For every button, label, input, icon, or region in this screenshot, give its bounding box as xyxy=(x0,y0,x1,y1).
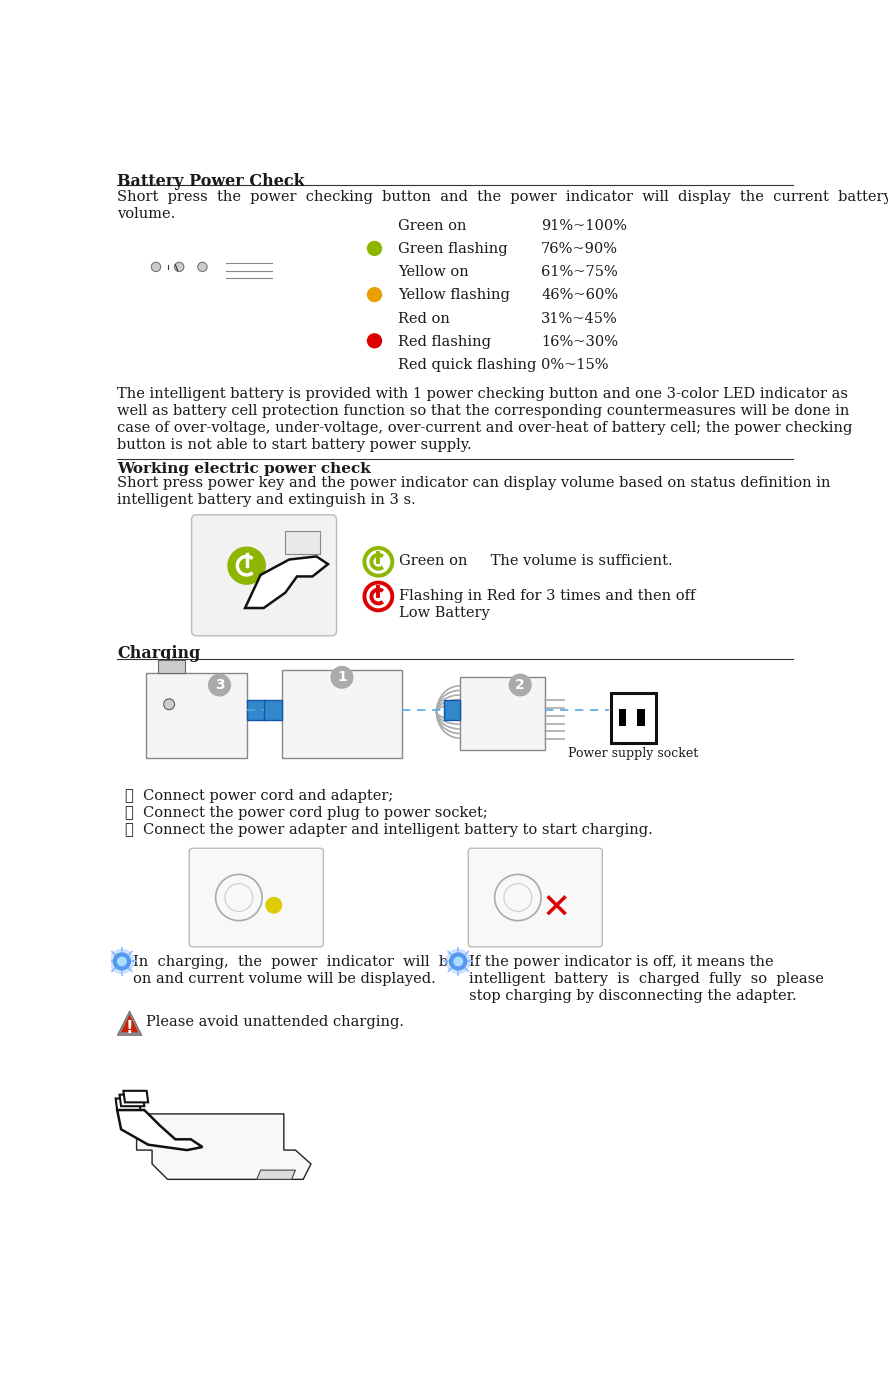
Text: Green on: Green on xyxy=(398,220,466,234)
Text: Short  press  the  power  checking  button  and  the  power  indicator  will  di: Short press the power checking button an… xyxy=(117,190,888,204)
Text: Low Battery: Low Battery xyxy=(399,606,489,620)
Text: ③  Connect the power adapter and intelligent battery to start charging.: ③ Connect the power adapter and intellig… xyxy=(125,823,653,837)
Text: Please avoid unattended charging.: Please avoid unattended charging. xyxy=(146,1015,404,1030)
Text: 76%~90%: 76%~90% xyxy=(541,242,618,256)
Circle shape xyxy=(175,263,184,271)
Text: intelligent battery and extinguish in 3 s.: intelligent battery and extinguish in 3 … xyxy=(117,493,416,507)
Circle shape xyxy=(447,949,470,973)
Circle shape xyxy=(454,958,463,966)
Polygon shape xyxy=(120,1095,145,1106)
Text: Flashing in Red for 3 times and then off: Flashing in Red for 3 times and then off xyxy=(399,589,695,603)
Text: Working electric power check: Working electric power check xyxy=(117,461,371,475)
Text: 31%~45%: 31%~45% xyxy=(541,311,618,325)
Text: 3: 3 xyxy=(215,678,225,692)
FancyBboxPatch shape xyxy=(285,531,321,555)
Text: ①  Connect power cord and adapter;: ① Connect power cord and adapter; xyxy=(125,790,393,803)
Text: Charging: Charging xyxy=(117,645,201,662)
Text: If the power indicator is off, it means the: If the power indicator is off, it means … xyxy=(469,955,773,969)
Text: The intelligent battery is provided with 1 power checking button and one 3-color: The intelligent battery is provided with… xyxy=(117,386,848,402)
Text: 2: 2 xyxy=(515,678,525,692)
Circle shape xyxy=(228,548,266,584)
Circle shape xyxy=(266,898,281,913)
Circle shape xyxy=(368,334,382,348)
Polygon shape xyxy=(117,1011,142,1036)
Circle shape xyxy=(151,263,161,271)
Text: 61%~75%: 61%~75% xyxy=(541,265,618,279)
Text: Yellow on: Yellow on xyxy=(398,265,469,279)
Circle shape xyxy=(510,674,531,696)
Text: button is not able to start battery power supply.: button is not able to start battery powe… xyxy=(117,438,472,452)
Polygon shape xyxy=(123,1091,148,1102)
FancyBboxPatch shape xyxy=(192,514,337,635)
Text: well as battery cell protection function so that the corresponding countermeasur: well as battery cell protection function… xyxy=(117,404,850,418)
Text: ②  Connect the power cord plug to power socket;: ② Connect the power cord plug to power s… xyxy=(125,806,488,820)
Text: Red flashing: Red flashing xyxy=(398,335,491,349)
Polygon shape xyxy=(115,1098,140,1111)
Text: Yellow flashing: Yellow flashing xyxy=(398,289,510,303)
FancyBboxPatch shape xyxy=(638,709,645,726)
Circle shape xyxy=(368,288,382,302)
Text: !: ! xyxy=(126,1019,133,1037)
Circle shape xyxy=(110,949,134,973)
Polygon shape xyxy=(444,701,460,720)
Circle shape xyxy=(449,954,467,970)
Text: intelligent  battery  is  charged  fully  so  please: intelligent battery is charged fully so … xyxy=(469,972,824,987)
Text: In  charging,  the  power  indicator  will  be: In charging, the power indicator will be xyxy=(132,955,456,969)
Polygon shape xyxy=(281,670,401,758)
Text: Red quick flashing: Red quick flashing xyxy=(398,357,536,371)
Text: Red on: Red on xyxy=(398,311,449,325)
Circle shape xyxy=(117,958,126,966)
Circle shape xyxy=(198,263,207,271)
Text: stop charging by disconnecting the adapter.: stop charging by disconnecting the adapt… xyxy=(469,990,797,1004)
FancyBboxPatch shape xyxy=(189,848,323,947)
FancyBboxPatch shape xyxy=(611,692,656,742)
Text: on and current volume will be displayed.: on and current volume will be displayed. xyxy=(132,972,435,987)
Text: case of over-voltage, under-voltage, over-current and over-heat of battery cell;: case of over-voltage, under-voltage, ove… xyxy=(117,421,852,435)
Text: Short press power key and the power indicator can display volume based on status: Short press power key and the power indi… xyxy=(117,477,830,491)
FancyBboxPatch shape xyxy=(619,709,626,726)
Circle shape xyxy=(368,242,382,256)
Text: 91%~100%: 91%~100% xyxy=(541,220,627,234)
Polygon shape xyxy=(257,1170,296,1179)
Text: Power supply socket: Power supply socket xyxy=(568,746,699,759)
Circle shape xyxy=(331,667,353,688)
Polygon shape xyxy=(137,1113,311,1179)
Text: Green flashing: Green flashing xyxy=(398,242,507,256)
Text: Green on     The volume is sufficient.: Green on The volume is sufficient. xyxy=(399,555,672,569)
Polygon shape xyxy=(265,701,281,720)
Polygon shape xyxy=(460,677,545,751)
Polygon shape xyxy=(117,1111,202,1150)
Text: volume.: volume. xyxy=(117,207,176,221)
Text: 0%~15%: 0%~15% xyxy=(541,357,608,371)
Polygon shape xyxy=(121,1015,139,1033)
Polygon shape xyxy=(146,674,247,758)
Polygon shape xyxy=(245,556,328,607)
Text: 1: 1 xyxy=(337,670,347,684)
Circle shape xyxy=(163,699,175,710)
Polygon shape xyxy=(247,701,266,720)
Text: 16%~30%: 16%~30% xyxy=(541,335,618,349)
FancyBboxPatch shape xyxy=(468,848,602,947)
Polygon shape xyxy=(157,660,185,674)
Circle shape xyxy=(209,674,230,696)
Text: Battery Power Check: Battery Power Check xyxy=(117,172,305,190)
Circle shape xyxy=(114,954,131,970)
Text: 46%~60%: 46%~60% xyxy=(541,289,618,303)
